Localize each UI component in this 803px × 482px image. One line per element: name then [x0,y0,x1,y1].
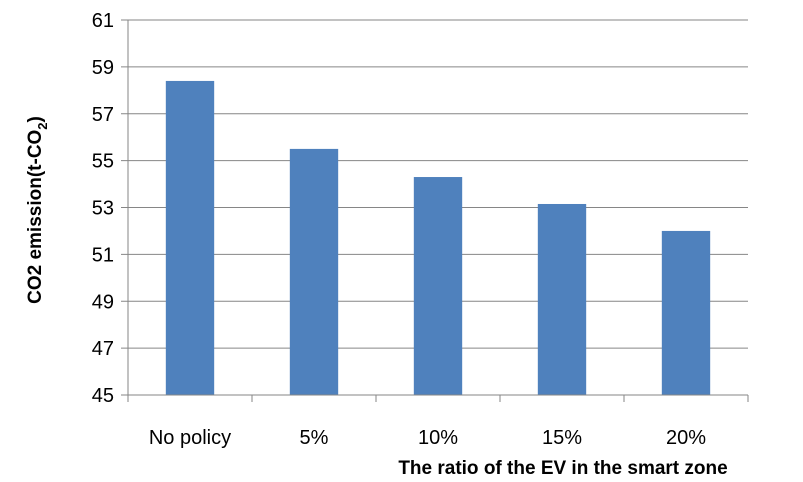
x-tick-label: 10% [418,427,458,449]
y-tick-labels: 45 47 49 51 53 55 57 59 61 [92,10,114,407]
bar [290,149,338,395]
y-tick-label: 61 [92,10,114,32]
x-tick-label: 15% [542,427,582,449]
x-tick-label: 5% [300,427,329,449]
y-axis-title-main: CO2 emission(t-CO [25,130,46,304]
bar [414,177,462,395]
bar [538,204,586,395]
x-tick-label: No policy [149,427,231,449]
bar [662,231,710,395]
y-axis-title: CO2 emission(t-CO2) [25,116,50,304]
y-tick-label: 55 [92,151,114,173]
bar [166,81,214,395]
y-tick-label: 59 [92,57,114,79]
x-tick-label: 20% [666,427,706,449]
x-tick-labels: No policy 5% 10% 15% 20% [149,427,706,449]
y-tick-label: 45 [92,385,114,407]
x-axis-title: The ratio of the EV in the smart zone [398,458,727,479]
y-axis-title-subscript: 2 [35,122,50,129]
y-tick-label: 57 [92,104,114,126]
y-tick-label: 53 [92,198,114,220]
y-tick-label: 51 [92,244,114,266]
y-tick-label: 47 [92,338,114,360]
y-axis-title-end: ) [25,116,46,122]
y-tick-label: 49 [92,291,114,313]
